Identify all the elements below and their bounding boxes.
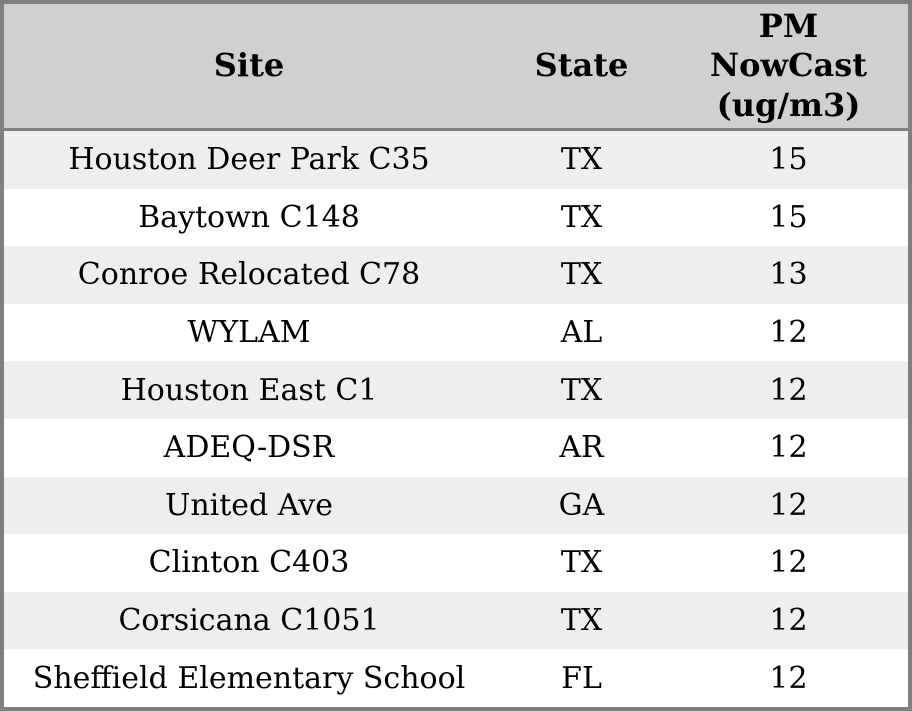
- table-row: Conroe Relocated C78 TX 13: [4, 246, 908, 304]
- state-cell: AR: [494, 418, 669, 477]
- table-row: WYLAM AL 12: [4, 303, 908, 362]
- site-cell: Corsicana C1051: [4, 591, 494, 650]
- site-cell: Houston Deer Park C35: [4, 131, 494, 189]
- site-cell: Houston East C1: [4, 361, 494, 419]
- column-header-pm-nowcast: PM NowCast (ug/m3): [669, 4, 908, 131]
- table-row: Corsicana C1051 TX 12: [4, 591, 908, 650]
- state-cell: TX: [494, 246, 669, 304]
- column-header-site: Site: [4, 4, 494, 131]
- table-row: Houston Deer Park C35 TX 15: [4, 131, 908, 189]
- state-cell: GA: [494, 476, 669, 535]
- pm-nowcast-cell: 13: [669, 246, 908, 304]
- pm-nowcast-cell: 12: [669, 361, 908, 419]
- table-row: ADEQ-DSR AR 12: [4, 418, 908, 477]
- state-cell: TX: [494, 131, 669, 189]
- pm-nowcast-cell: 12: [669, 591, 908, 650]
- state-cell: AL: [494, 303, 669, 362]
- site-cell: Sheffield Elementary School: [4, 649, 494, 707]
- pm-nowcast-cell: 12: [669, 303, 908, 362]
- pm-nowcast-cell: 15: [669, 188, 908, 247]
- table-row: United Ave GA 12: [4, 476, 908, 535]
- state-cell: TX: [494, 188, 669, 247]
- site-cell: Clinton C403: [4, 534, 494, 592]
- table-row: Houston East C1 TX 12: [4, 361, 908, 419]
- state-cell: TX: [494, 591, 669, 650]
- site-cell: WYLAM: [4, 303, 494, 362]
- table-row: Clinton C403 TX 12: [4, 534, 908, 592]
- column-header-state: State: [494, 4, 669, 131]
- pm-nowcast-cell: 12: [669, 476, 908, 535]
- header-row: Site State PM NowCast (ug/m3): [4, 4, 908, 131]
- site-cell: United Ave: [4, 476, 494, 535]
- site-cell: ADEQ-DSR: [4, 418, 494, 477]
- site-cell: Conroe Relocated C78: [4, 246, 494, 304]
- site-cell: Baytown C148: [4, 188, 494, 247]
- table-row: Baytown C148 TX 15: [4, 188, 908, 247]
- state-cell: FL: [494, 649, 669, 707]
- pm-nowcast-cell: 15: [669, 131, 908, 189]
- state-cell: TX: [494, 534, 669, 592]
- pm-nowcast-cell: 12: [669, 534, 908, 592]
- table-row: Sheffield Elementary School FL 12: [4, 649, 908, 707]
- state-cell: TX: [494, 361, 669, 419]
- pm-nowcast-cell: 12: [669, 649, 908, 707]
- pm-nowcast-cell: 12: [669, 418, 908, 477]
